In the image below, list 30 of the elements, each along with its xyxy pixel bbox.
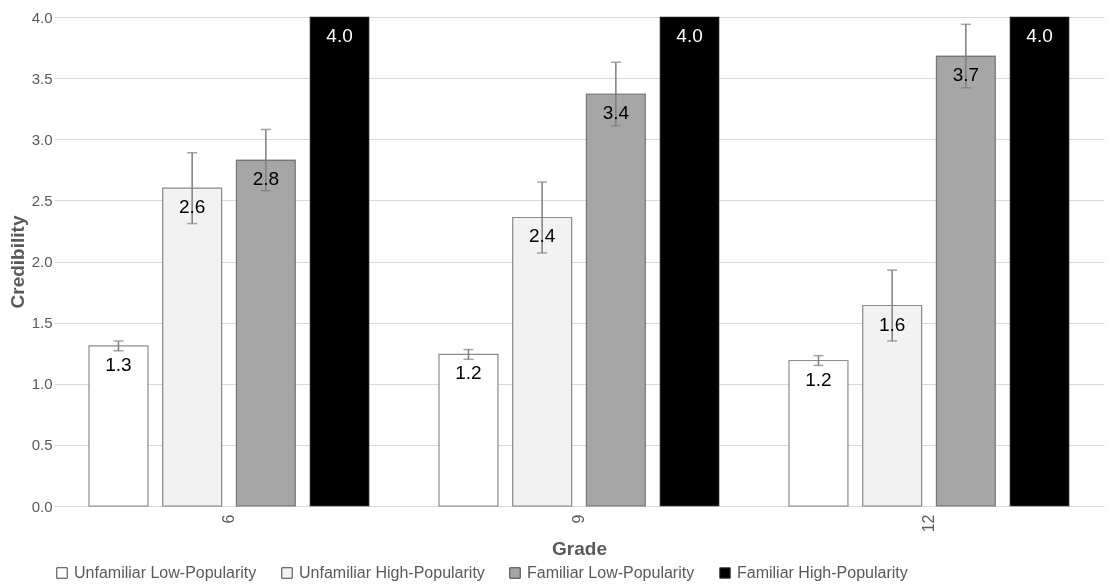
x-tick-label: 6 (220, 514, 237, 524)
x-tick-label: 12 (920, 514, 937, 533)
y-tick-label: 1.5 (31, 314, 53, 332)
data-label: 1.2 (805, 368, 832, 390)
data-label: 1.3 (105, 353, 132, 375)
y-axis-title: Credibility (6, 215, 28, 309)
y-tick-label: 2.5 (31, 191, 53, 209)
x-tick-label: 9 (570, 514, 587, 524)
data-label: 4.0 (1026, 25, 1053, 46)
y-tick-label: 3.5 (31, 69, 53, 87)
y-tick-label: 1.0 (31, 375, 53, 393)
data-label: 1.2 (455, 362, 482, 384)
x-axis-title: Grade (552, 538, 607, 560)
data-label: 1.6 (878, 313, 906, 335)
legend-label: Familiar High-Popularity (737, 564, 908, 581)
data-label: 2.8 (252, 168, 280, 190)
y-tick-label: 2.0 (31, 253, 53, 270)
y-tick-label: 0.5 (31, 436, 53, 454)
data-label: 3.7 (952, 64, 980, 86)
data-label: 2.6 (178, 196, 206, 218)
legend-label: Familiar Low-Popularity (527, 564, 695, 581)
data-label: 3.4 (602, 102, 630, 124)
legend-label: Unfamiliar High-Popularity (299, 564, 485, 581)
y-tick-label: 0.0 (31, 497, 53, 515)
y-tick-label: 3.0 (31, 130, 53, 148)
data-label: 4.0 (676, 25, 703, 46)
data-label: 2.4 (528, 225, 556, 247)
data-label: 4.0 (326, 25, 353, 46)
y-tick-label: 4.0 (31, 8, 53, 26)
legend-label: Unfamiliar Low-Popularity (74, 564, 257, 581)
